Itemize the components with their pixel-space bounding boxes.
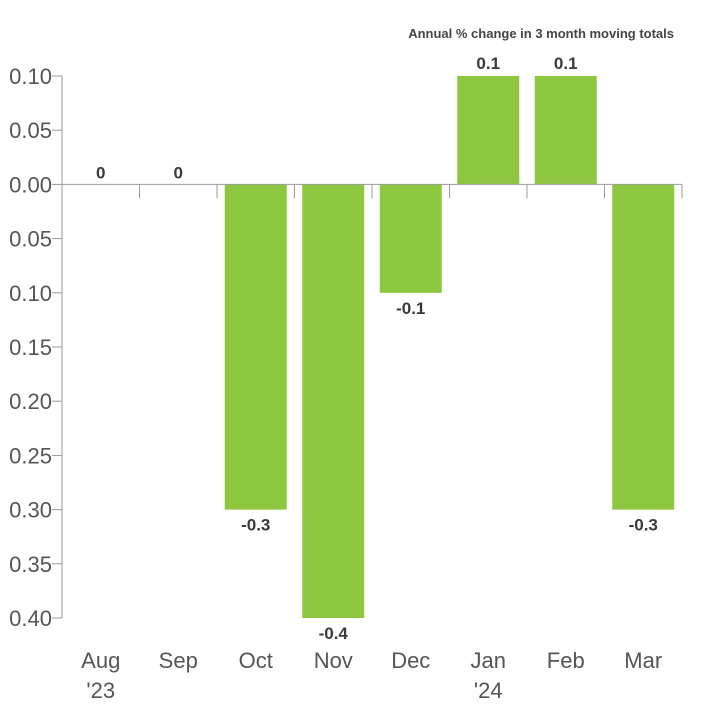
- y-tick-label: 0.35: [9, 552, 52, 577]
- data-label: 0: [174, 163, 183, 182]
- x-tick-label: Nov: [314, 648, 353, 673]
- x-tick-label: Dec: [391, 648, 430, 673]
- data-labels: 0 0 -0.3 -0.4 -0.1 0.1 0.1 -0.3: [96, 54, 658, 643]
- y-tick-label: 0.20: [9, 389, 52, 414]
- bar-dec: [379, 184, 442, 293]
- y-tick-label: 0.05: [9, 227, 52, 252]
- bars: [224, 76, 675, 618]
- bar-jan: [457, 76, 520, 185]
- y-tick-label: 0.10: [9, 281, 52, 306]
- y-tick-label: 0.05: [9, 118, 52, 143]
- data-label: 0: [96, 163, 105, 182]
- bar-nov: [302, 184, 365, 618]
- x-axis: Aug '23 Sep Oct Nov Dec Jan '24 Feb Mar: [62, 183, 683, 703]
- x-tick-label: Mar: [624, 648, 662, 673]
- data-label: -0.3: [629, 516, 658, 535]
- bar-mar: [612, 184, 675, 510]
- x-tick-sublabel: '24: [474, 678, 503, 703]
- y-axis: 0.10 0.05 0.00 0.05 0.10 0.15 0.20 0.25 0.30 0.35…: [9, 64, 63, 631]
- data-label: -0.3: [241, 516, 270, 535]
- y-tick-label: 0.10: [9, 64, 52, 89]
- data-label: -0.4: [319, 624, 349, 643]
- x-tick-label: Oct: [239, 648, 273, 673]
- bar-feb: [534, 76, 597, 185]
- y-tick-label: 0.40: [9, 606, 52, 631]
- chart-title: Annual % change in 3 month moving totals: [408, 26, 674, 41]
- data-label: 0.1: [476, 54, 500, 73]
- y-tick-label: 0.25: [9, 443, 52, 468]
- data-label: 0.1: [554, 54, 578, 73]
- x-tick-label: Sep: [159, 648, 198, 673]
- x-tick-sublabel: '23: [86, 678, 115, 703]
- data-label: -0.1: [396, 299, 425, 318]
- x-tick-label: Jan: [471, 648, 506, 673]
- x-tick-label: Aug: [81, 648, 120, 673]
- y-tick-label: 0.00: [9, 172, 52, 197]
- y-tick-label: 0.30: [9, 498, 52, 523]
- bar-oct: [224, 184, 287, 510]
- x-tick-label: Feb: [547, 648, 585, 673]
- y-tick-label: 0.15: [9, 335, 52, 360]
